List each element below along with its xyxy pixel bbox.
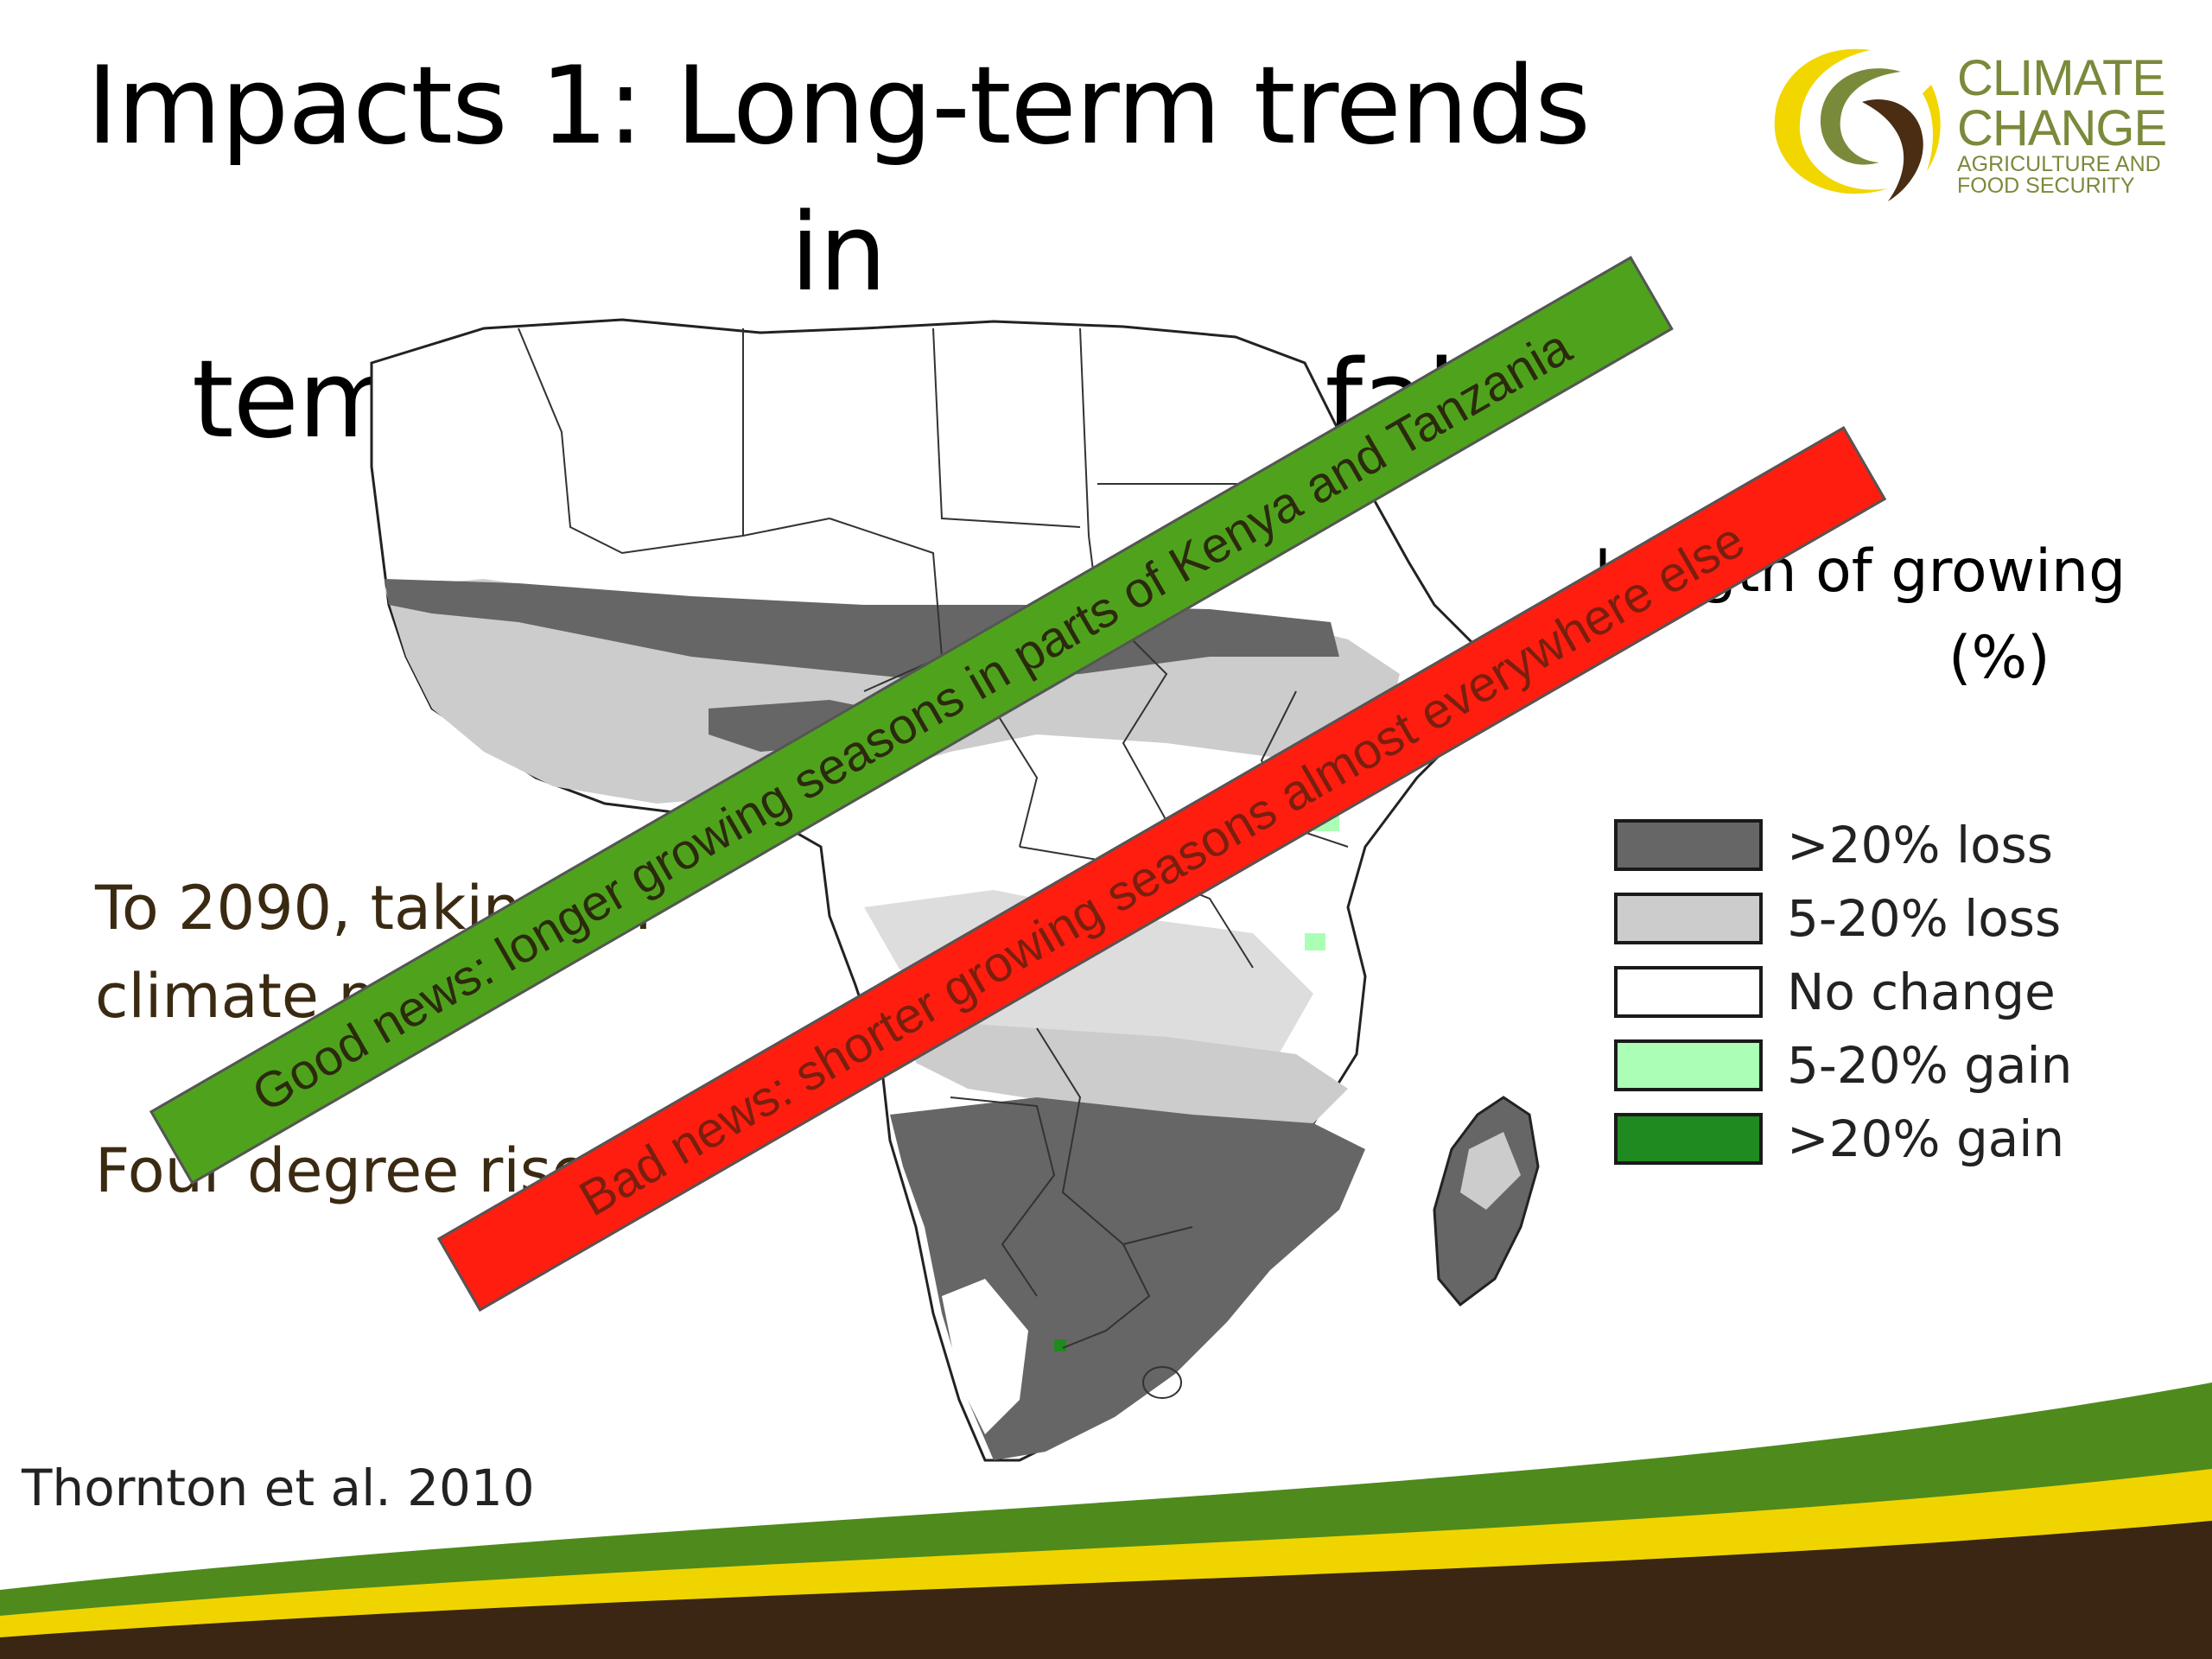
map-legend: >20% loss 5-20% loss No change 5-20% gai… — [1614, 808, 2072, 1175]
legend-title-line-2: (%) — [1948, 624, 2050, 692]
logo-swirl-icon — [1774, 48, 1941, 201]
logo-line-1: CLIMATE — [1957, 50, 2165, 106]
legend-label: 5-20% gain — [1787, 1035, 2073, 1095]
legend-item: No change — [1614, 955, 2072, 1028]
legend-swatch — [1614, 965, 1763, 1018]
logo-line-3: AGRICULTURE AND — [1957, 152, 2161, 176]
legend-swatch — [1614, 1039, 1763, 1091]
logo-text: CLIMATE CHANGE AGRICULTURE AND FOOD SECU… — [1957, 50, 2167, 198]
legend-label: 5-20% loss — [1787, 888, 2062, 948]
footer-brown-band — [0, 1521, 2212, 1659]
legend-swatch — [1614, 818, 1763, 871]
legend-item: 5-20% loss — [1614, 881, 2072, 955]
legend-item: >20% gain — [1614, 1102, 2072, 1175]
footer-swoosh — [0, 1382, 2212, 1659]
legend-label: No change — [1787, 962, 2056, 1021]
legend-item: 5-20% gain — [1614, 1028, 2072, 1102]
legend-swatch — [1614, 1112, 1763, 1165]
legend-label: >20% gain — [1787, 1109, 2065, 1168]
title-line-1: Impacts 1: Long-term trends in — [86, 44, 1591, 315]
namibia-white-patch — [942, 1279, 1028, 1434]
legend-item: >20% loss — [1614, 808, 2072, 881]
southern-light-loss — [907, 1020, 1348, 1123]
tanzania-gain-spot — [1305, 933, 1325, 950]
logo-line-4: FOOD SECURITY — [1957, 174, 2135, 198]
madagascar-light — [1460, 1132, 1521, 1210]
legend-label: >20% loss — [1787, 815, 2053, 874]
ccafs-logo: CLIMATE CHANGE AGRICULTURE AND FOOD SECU… — [1758, 33, 2173, 206]
legend-swatch — [1614, 892, 1763, 944]
citation: Thornton et al. 2010 — [22, 1459, 535, 1517]
logo-line-2: CHANGE — [1957, 100, 2167, 156]
